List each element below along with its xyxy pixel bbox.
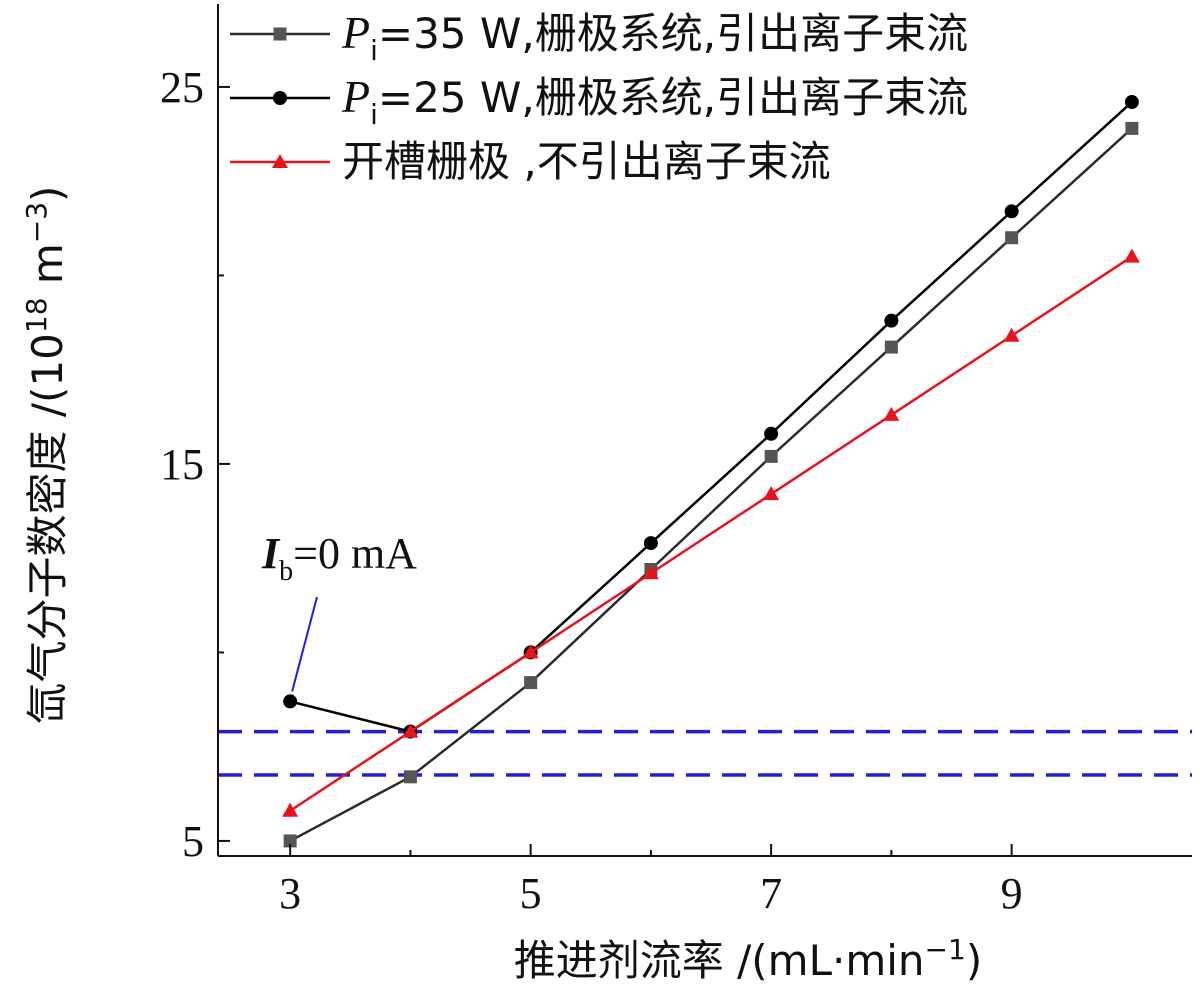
data-point: [524, 676, 538, 690]
series-3: [282, 248, 1140, 817]
y-tick-label: 5: [182, 817, 204, 866]
data-point: [763, 486, 780, 501]
x-tick-label: 7: [760, 869, 782, 918]
data-point: [642, 565, 659, 580]
data-point: [283, 694, 298, 709]
data-point: [1005, 231, 1019, 245]
legend-item: Pi=35 W,栅极系统,引出离子束流: [230, 7, 968, 67]
data-point: [282, 802, 299, 817]
data-point: [283, 834, 297, 848]
x-tick-label: 9: [1001, 869, 1023, 918]
series-layer: [282, 95, 1140, 848]
data-point: [884, 313, 899, 328]
series-1: [283, 121, 1139, 848]
legend-item: Pi=25 W,栅极系统,引出离子束流: [230, 71, 968, 131]
series-2: [283, 95, 1139, 739]
data-point: [1004, 204, 1019, 219]
x-tick-label: 3: [279, 869, 301, 918]
legend-swatch-marker: [273, 91, 287, 105]
legend-label: Pi=25 W,栅极系统,引出离子束流: [341, 71, 968, 131]
data-point: [1123, 248, 1140, 263]
data-point: [1003, 327, 1020, 342]
annotation-pointer: [291, 596, 318, 692]
series-line: [289, 127, 1133, 843]
data-point: [764, 449, 778, 463]
axes: 3 5 7 9 5 15 25: [160, 4, 1192, 918]
x-tick-label: 5: [520, 869, 542, 918]
legend-label: 开槽栅极 ,不引出离子束流: [342, 137, 831, 186]
y-tick-label: 25: [160, 63, 204, 112]
data-point: [403, 770, 417, 784]
data-point: [884, 340, 898, 354]
legend-swatch-marker: [272, 154, 288, 168]
legend-label: Pi=35 W,栅极系统,引出离子束流: [341, 7, 968, 67]
data-point: [643, 536, 658, 551]
legend-swatch-marker: [273, 27, 287, 41]
series-line: [289, 101, 1133, 733]
series-line: [289, 255, 1133, 812]
data-point: [1124, 95, 1139, 110]
x-axis-title: 推进剂流率 /(mL·min−1): [514, 933, 982, 985]
y-tick-label: 15: [160, 440, 204, 489]
legend-item: 开槽栅极 ,不引出离子束流: [230, 137, 831, 186]
annotation: Ib=0 mA: [261, 529, 417, 692]
annotation-label: Ib=0 mA: [261, 529, 417, 587]
reference-lines: [218, 729, 1192, 777]
y-axis-title: 氙气分子数密度 /(1018 m−3): [20, 186, 72, 725]
data-point: [883, 406, 900, 421]
data-point: [1125, 121, 1139, 135]
data-point: [402, 723, 419, 738]
data-point: [764, 426, 779, 441]
data-point: [522, 644, 539, 659]
